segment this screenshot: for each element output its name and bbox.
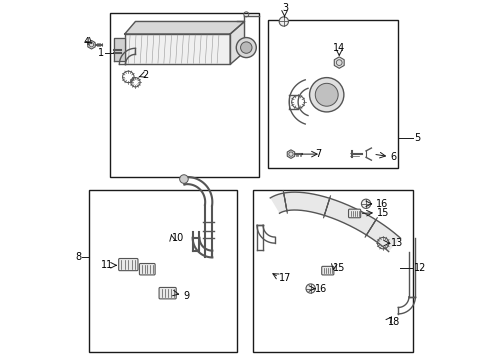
Text: 7: 7 xyxy=(315,149,321,159)
Circle shape xyxy=(315,83,338,106)
Text: 18: 18 xyxy=(387,317,400,327)
Polygon shape xyxy=(88,40,95,49)
Text: 9: 9 xyxy=(183,291,189,301)
Bar xyxy=(267,20,397,168)
Polygon shape xyxy=(230,22,244,64)
Polygon shape xyxy=(334,57,344,68)
Text: 6: 6 xyxy=(389,152,396,162)
FancyBboxPatch shape xyxy=(348,209,360,218)
FancyBboxPatch shape xyxy=(119,258,138,271)
Bar xyxy=(110,13,258,177)
Text: 16: 16 xyxy=(315,284,327,293)
Circle shape xyxy=(309,78,343,112)
Polygon shape xyxy=(124,34,230,64)
Circle shape xyxy=(236,37,256,58)
Text: 5: 5 xyxy=(413,133,420,143)
Text: 12: 12 xyxy=(413,263,426,273)
Text: 4: 4 xyxy=(84,37,90,47)
Bar xyxy=(253,189,412,352)
Text: 13: 13 xyxy=(390,238,403,248)
Text: 15: 15 xyxy=(332,263,345,273)
Text: 15: 15 xyxy=(376,208,388,219)
Polygon shape xyxy=(114,37,124,61)
Text: 16: 16 xyxy=(375,199,387,209)
Circle shape xyxy=(179,175,188,183)
FancyBboxPatch shape xyxy=(159,287,176,299)
Circle shape xyxy=(361,199,370,208)
Text: 8: 8 xyxy=(75,252,81,262)
Circle shape xyxy=(305,284,315,293)
Text: 2: 2 xyxy=(142,70,148,80)
Polygon shape xyxy=(286,150,294,158)
FancyBboxPatch shape xyxy=(139,264,155,275)
Text: 1: 1 xyxy=(98,48,104,58)
Circle shape xyxy=(279,17,288,26)
Text: 11: 11 xyxy=(101,260,113,270)
Circle shape xyxy=(240,42,251,53)
FancyBboxPatch shape xyxy=(321,266,333,275)
Polygon shape xyxy=(124,22,244,34)
Text: 3: 3 xyxy=(282,3,288,13)
Text: 10: 10 xyxy=(172,234,184,243)
Text: 14: 14 xyxy=(332,43,345,53)
Text: 17: 17 xyxy=(279,273,291,283)
Bar xyxy=(89,189,237,352)
Polygon shape xyxy=(270,192,400,252)
